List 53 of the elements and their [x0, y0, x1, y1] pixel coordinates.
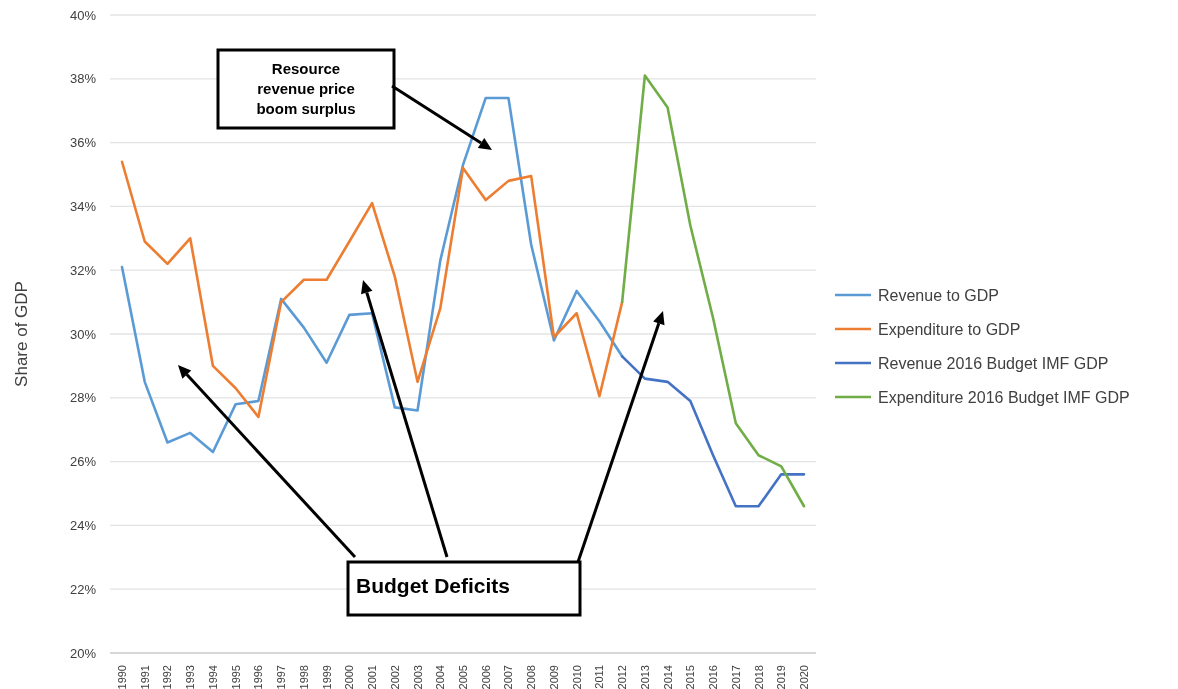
x-tick-label: 2020	[798, 665, 810, 689]
x-tick-label: 1996	[252, 665, 265, 689]
x-tick-label: 2006	[479, 665, 492, 689]
legend-label: Revenue to GDP	[878, 286, 999, 304]
x-tick-label: 2015	[684, 665, 697, 689]
x-tick-label: 2017	[729, 665, 742, 689]
x-tick-label: 1995	[229, 665, 242, 689]
x-tick-label: 2010	[570, 665, 583, 689]
x-tick-label: 2016	[707, 665, 720, 689]
x-tick-label: 2011	[593, 665, 606, 689]
x-tick-label: 2004	[434, 665, 447, 689]
x-tick-label: 1998	[297, 665, 310, 689]
y-tick-label: 30%	[69, 326, 97, 342]
x-tick-label: 2000	[343, 665, 356, 689]
legend-label: Expenditure to GDP	[878, 320, 1021, 338]
y-tick-label: 36%	[69, 135, 97, 151]
x-tick-label: 2005	[457, 665, 469, 689]
annotation: Budget Deficits	[356, 574, 511, 598]
y-tick-label: 26%	[69, 454, 97, 470]
x-tick-label: 1990	[116, 665, 128, 689]
y-axis-title: Share of GDP	[12, 281, 31, 387]
x-tick-label: 1992	[161, 665, 174, 689]
legend-label: Revenue 2016 Budget IMF GDP	[878, 354, 1109, 372]
x-tick-label: 2013	[638, 665, 651, 689]
x-tick-label: 2007	[502, 665, 515, 689]
line-series	[620, 355, 806, 508]
legend-label: Expenditure 2016 Budget IMF GDP	[878, 388, 1130, 406]
y-tick-label: 38%	[69, 71, 97, 87]
x-tick-label: 2003	[411, 665, 424, 689]
x-tick-label: 1991	[138, 665, 151, 689]
line-series	[120, 160, 624, 419]
x-tick-label: 2002	[388, 665, 401, 689]
x-tick-label: 1994	[206, 665, 219, 689]
y-tick-label: 22%	[69, 581, 97, 597]
annotation: Resource revenue price boom surplus	[256, 60, 356, 118]
line-series	[620, 74, 806, 508]
y-tick-label: 28%	[69, 390, 97, 406]
x-tick-label: 2008	[525, 665, 538, 689]
x-tick-label: 2019	[775, 665, 788, 689]
x-tick-label: 2012	[616, 665, 629, 689]
x-tick-label: 1999	[320, 665, 333, 689]
x-tick-label: 2014	[661, 665, 674, 689]
y-tick-label: 24%	[69, 517, 97, 533]
x-tick-label: 1993	[184, 665, 197, 689]
y-tick-label: 32%	[69, 262, 97, 278]
x-tick-label: 2018	[752, 665, 765, 689]
y-tick-label: 20%	[69, 645, 97, 661]
y-tick-label: 34%	[69, 198, 97, 214]
x-tick-label: 2001	[366, 665, 379, 689]
x-tick-label: 1997	[275, 665, 288, 689]
line-series	[120, 96, 624, 454]
y-tick-label: 40%	[69, 7, 97, 23]
x-tick-label: 2009	[547, 665, 560, 689]
